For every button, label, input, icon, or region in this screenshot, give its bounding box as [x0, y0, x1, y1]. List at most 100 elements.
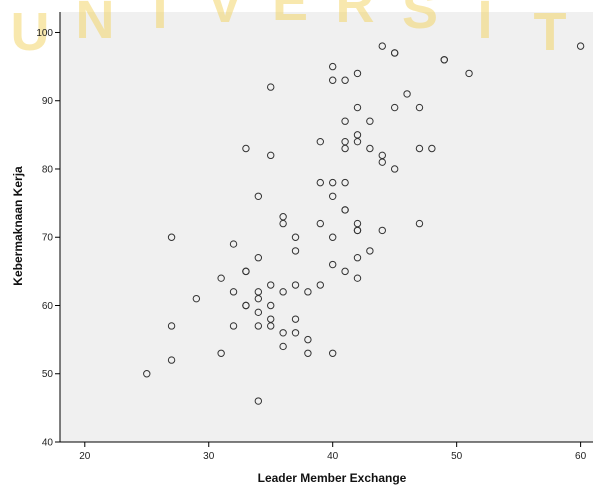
data-point — [390, 103, 399, 112]
data-point — [167, 322, 176, 330]
data-point — [242, 301, 250, 310]
x-tick-label: 60 — [575, 451, 587, 462]
y-axis-title: Kebermaknaan Kerja — [11, 166, 25, 286]
data-point — [341, 178, 349, 187]
data-point — [415, 103, 424, 112]
data-point — [353, 219, 362, 228]
plot-area — [60, 12, 593, 442]
data-point — [341, 137, 349, 146]
data-point — [291, 329, 300, 337]
data-point — [328, 76, 337, 84]
data-point — [353, 274, 362, 282]
x-tick-label: 30 — [203, 451, 215, 462]
data-point — [267, 151, 275, 160]
data-point — [279, 213, 287, 221]
data-point — [403, 90, 411, 98]
data-point — [143, 370, 151, 378]
data-point — [341, 267, 349, 276]
data-point — [229, 240, 238, 248]
x-tick-label: 50 — [451, 451, 463, 462]
data-point — [304, 349, 312, 357]
data-point — [304, 288, 312, 296]
data-point — [341, 76, 349, 84]
data-point — [167, 233, 176, 241]
data-point — [366, 117, 374, 125]
data-point — [316, 178, 325, 187]
data-points — [143, 42, 585, 405]
data-point — [267, 83, 275, 91]
data-point — [254, 254, 263, 262]
y-tick-label: 40 — [42, 438, 54, 449]
watermark-letter: E — [272, 0, 308, 32]
data-point — [366, 247, 374, 255]
data-point — [279, 329, 287, 337]
y-tick-label: 100 — [36, 28, 53, 39]
data-point — [328, 62, 337, 71]
data-point — [353, 254, 362, 262]
data-point — [267, 315, 275, 323]
y-tick-label: 50 — [42, 369, 54, 380]
watermark-letter: R — [336, 0, 375, 34]
watermark-letter: I — [152, 0, 167, 40]
data-point — [254, 308, 263, 317]
y-axis: 40 50 60 70 80 90 100 — [36, 12, 61, 449]
data-point — [328, 178, 337, 187]
data-point — [390, 49, 399, 57]
data-point — [242, 144, 250, 153]
data-point — [353, 69, 362, 78]
x-axis-title: Leader Member Exchange — [258, 471, 407, 485]
data-point — [254, 192, 263, 200]
data-point — [304, 335, 312, 344]
data-point — [328, 260, 337, 269]
data-point — [279, 288, 287, 296]
data-point — [353, 131, 362, 139]
data-point — [217, 349, 225, 357]
data-point — [254, 397, 263, 405]
data-point — [229, 288, 238, 296]
data-point — [415, 219, 424, 228]
watermark-letter: S — [402, 0, 438, 40]
data-point — [242, 267, 250, 276]
data-point — [217, 274, 225, 282]
y-tick-label: 80 — [42, 164, 54, 175]
watermark-letter: T — [534, 2, 567, 62]
data-point — [254, 288, 263, 296]
watermark-letter: U — [11, 2, 50, 62]
watermark-letter: N — [76, 0, 115, 50]
data-point — [341, 117, 349, 125]
data-point — [316, 137, 325, 146]
data-point — [366, 144, 374, 153]
data-point — [465, 69, 473, 78]
data-point — [378, 42, 386, 50]
data-point — [254, 322, 263, 330]
data-point — [440, 56, 448, 64]
data-point — [192, 294, 201, 303]
data-point — [428, 144, 436, 153]
data-point — [341, 206, 349, 214]
data-point — [279, 342, 287, 351]
data-point — [576, 42, 585, 50]
x-axis: 20 30 40 50 60 — [60, 441, 593, 462]
data-point — [291, 281, 300, 289]
data-point — [229, 322, 238, 330]
x-tick-label: 40 — [327, 451, 339, 462]
data-point — [267, 301, 275, 310]
data-point — [353, 103, 362, 112]
data-point — [291, 315, 300, 323]
data-point — [328, 349, 337, 357]
y-tick-label: 70 — [42, 233, 54, 244]
data-point — [378, 226, 386, 235]
data-point — [316, 219, 325, 228]
data-point — [390, 165, 399, 173]
data-point — [291, 233, 300, 241]
data-point — [167, 356, 176, 364]
y-tick-label: 60 — [42, 301, 54, 312]
y-tick-label: 90 — [42, 96, 54, 107]
data-point — [378, 151, 386, 160]
data-point — [316, 281, 325, 289]
data-point — [291, 247, 300, 255]
watermark-letter: I — [477, 0, 492, 50]
data-point — [415, 144, 424, 153]
